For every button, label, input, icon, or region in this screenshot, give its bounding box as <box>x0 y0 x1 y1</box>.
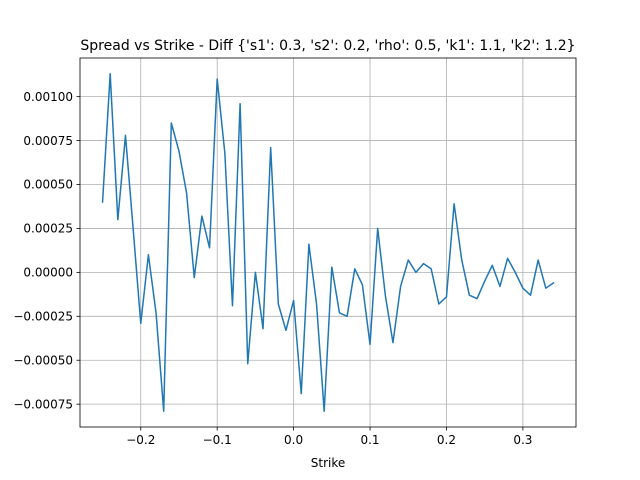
y-tick-label: 0.00000 <box>23 266 73 280</box>
plot-lines <box>101 73 555 412</box>
x-tick-label: −0.1 <box>203 433 232 447</box>
y-tick-label: 0.00050 <box>23 178 73 192</box>
axes-frame <box>79 57 577 428</box>
y-tick-label: 0.00100 <box>23 90 73 104</box>
x-axis-label: Strike <box>311 456 346 470</box>
y-tick-label: −0.00025 <box>13 310 73 324</box>
x-tick-label: 0.1 <box>360 433 379 447</box>
x-tick-label: 0.2 <box>437 433 456 447</box>
x-tick-label: 0.0 <box>284 433 303 447</box>
chart-title: Spread vs Strike - Diff {'s1': 0.3, 's2'… <box>80 38 575 54</box>
y-tick-label: 0.00025 <box>23 222 73 236</box>
y-tick-label: −0.00075 <box>13 397 73 411</box>
series-line-diff <box>101 73 555 412</box>
grid <box>80 58 576 427</box>
ticks: −0.2 −0.1 0.0 0.1 0.2 0.3 −0.00075 −0.00050 −0.0… <box>13 90 532 447</box>
x-tick-label: 0.3 <box>513 433 532 447</box>
x-tick-label: −0.2 <box>126 433 155 447</box>
y-tick-label: −0.00050 <box>13 353 73 367</box>
y-tick-label: 0.00075 <box>23 134 73 148</box>
